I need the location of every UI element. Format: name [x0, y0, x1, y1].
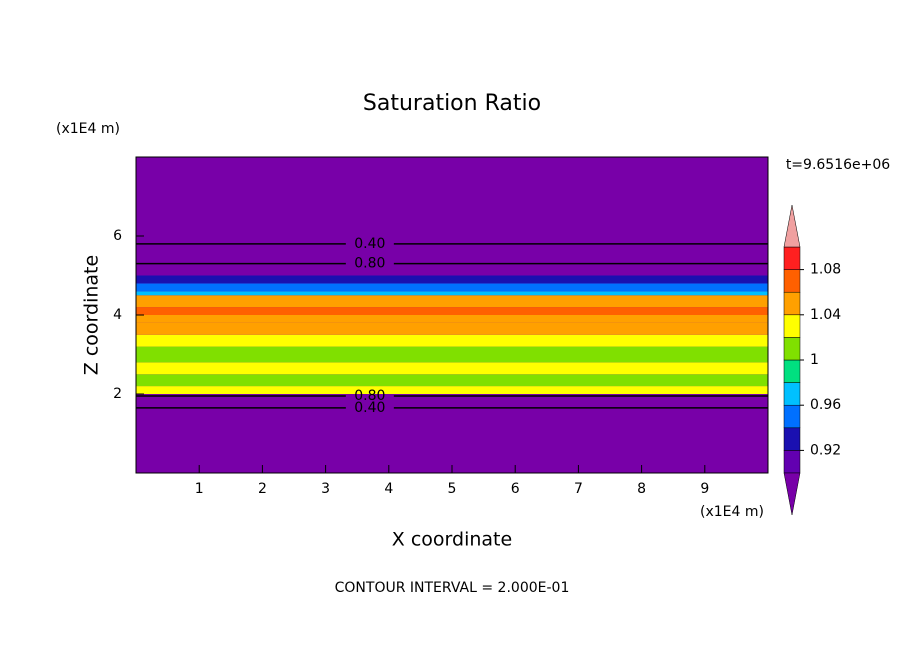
field-band [136, 334, 768, 347]
x-tick-label: 8 [637, 481, 646, 497]
field-band [136, 374, 768, 387]
field-band [136, 307, 768, 315]
field-band [136, 362, 768, 375]
colorbar-segment [783, 450, 801, 474]
colorbar-tick-label: 0.96 [810, 397, 841, 413]
y-tick-label: 4 [113, 307, 122, 323]
x-tick-label: 9 [700, 481, 709, 497]
colorbar-segment [783, 427, 801, 451]
x-tick-label: 4 [384, 481, 393, 497]
colorbar-under [783, 472, 801, 516]
colorbar-over [783, 204, 801, 248]
field-band [136, 275, 768, 284]
colorbar-tick-label: 0.92 [810, 442, 841, 458]
colorbar-segment [783, 269, 801, 293]
field-band [136, 315, 768, 323]
colorbar-segment [783, 404, 801, 429]
time-label: t=9.6516e+06 [786, 157, 890, 173]
colorbar-segment [783, 291, 801, 316]
y-unit: (x1E4 m) [56, 121, 120, 137]
y-axis-label: Z coordinate [81, 255, 103, 375]
x-tick-label: 2 [258, 481, 267, 497]
footer: CONTOUR INTERVAL = 2.000E-01 [335, 580, 570, 596]
x-tick-label: 3 [321, 481, 330, 497]
chart-title: Saturation Ratio [363, 91, 541, 116]
field-band [136, 346, 768, 363]
colorbar-segment [783, 382, 801, 406]
colorbar-tick-label: 1.08 [810, 262, 841, 278]
colorbar-segment [783, 337, 801, 361]
x-tick-label: 1 [195, 481, 204, 497]
y-tick-label: 6 [113, 228, 122, 244]
y-tick-label: 2 [113, 386, 122, 402]
x-tick-label: 6 [511, 481, 520, 497]
field-band [136, 283, 768, 292]
colorbar-segment [783, 359, 801, 383]
field-band [136, 386, 768, 394]
contour-label: 0.40 [354, 400, 385, 416]
x-unit: (x1E4 m) [700, 504, 764, 520]
x-tick-label: 7 [574, 481, 583, 497]
x-tick-label: 5 [448, 481, 457, 497]
contour-label: 0.80 [354, 256, 385, 272]
x-axis-label: X coordinate [392, 529, 512, 551]
field-band [136, 157, 768, 276]
colorbar-tick-label: 1.04 [810, 307, 841, 323]
contour-label: 0.40 [354, 236, 385, 252]
colorbar-segment [783, 246, 801, 270]
field-band [136, 394, 768, 473]
contour-label: 0.80 [354, 388, 385, 404]
field-band [136, 295, 768, 308]
field-band [136, 322, 768, 335]
field-band [136, 291, 768, 296]
colorbar-tick-label: 1 [810, 352, 819, 368]
colorbar-segment [783, 314, 801, 338]
